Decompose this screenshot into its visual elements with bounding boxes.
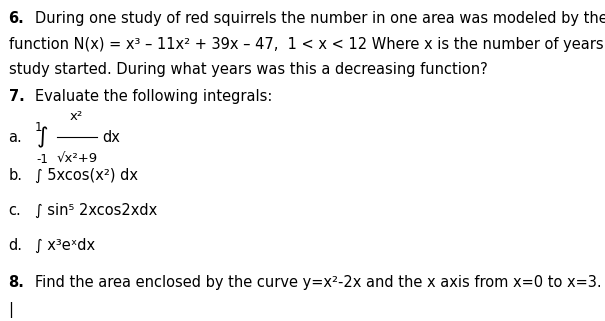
Text: -1: -1 bbox=[36, 153, 48, 166]
Text: ∫ sin⁵ 2xcos2xdx: ∫ sin⁵ 2xcos2xdx bbox=[35, 203, 157, 218]
Text: √x²+9: √x²+9 bbox=[56, 152, 97, 164]
Text: Find the area enclosed by the curve y=x²-2x and the x axis from x=0 to x=3.: Find the area enclosed by the curve y=x²… bbox=[35, 275, 602, 291]
Text: d.: d. bbox=[8, 238, 22, 253]
Text: 1: 1 bbox=[35, 121, 42, 134]
Text: study started. During what years was this a decreasing function?: study started. During what years was thi… bbox=[8, 62, 487, 77]
Text: Evaluate the following integrals:: Evaluate the following integrals: bbox=[35, 89, 272, 104]
Text: 6.: 6. bbox=[8, 11, 24, 26]
Text: b.: b. bbox=[8, 168, 22, 183]
Text: ∫ x³eˣdx: ∫ x³eˣdx bbox=[35, 238, 95, 253]
Text: function N(x) = x³ – 11x² + 39x – 47,  1 < x < 12 Where x is the number of years: function N(x) = x³ – 11x² + 39x – 47, 1 … bbox=[8, 37, 605, 52]
Text: |: | bbox=[8, 302, 13, 318]
Text: During one study of red squirrels the number in one area was modeled by the: During one study of red squirrels the nu… bbox=[35, 11, 605, 26]
Text: x²: x² bbox=[70, 110, 83, 123]
Text: c.: c. bbox=[8, 203, 21, 218]
Text: 8.: 8. bbox=[8, 275, 24, 291]
Text: a.: a. bbox=[8, 130, 22, 145]
Text: ∫: ∫ bbox=[37, 127, 48, 148]
Text: dx: dx bbox=[102, 130, 120, 145]
Text: 7.: 7. bbox=[8, 89, 24, 104]
Text: ∫ 5xcos(x²) dx: ∫ 5xcos(x²) dx bbox=[35, 168, 138, 183]
